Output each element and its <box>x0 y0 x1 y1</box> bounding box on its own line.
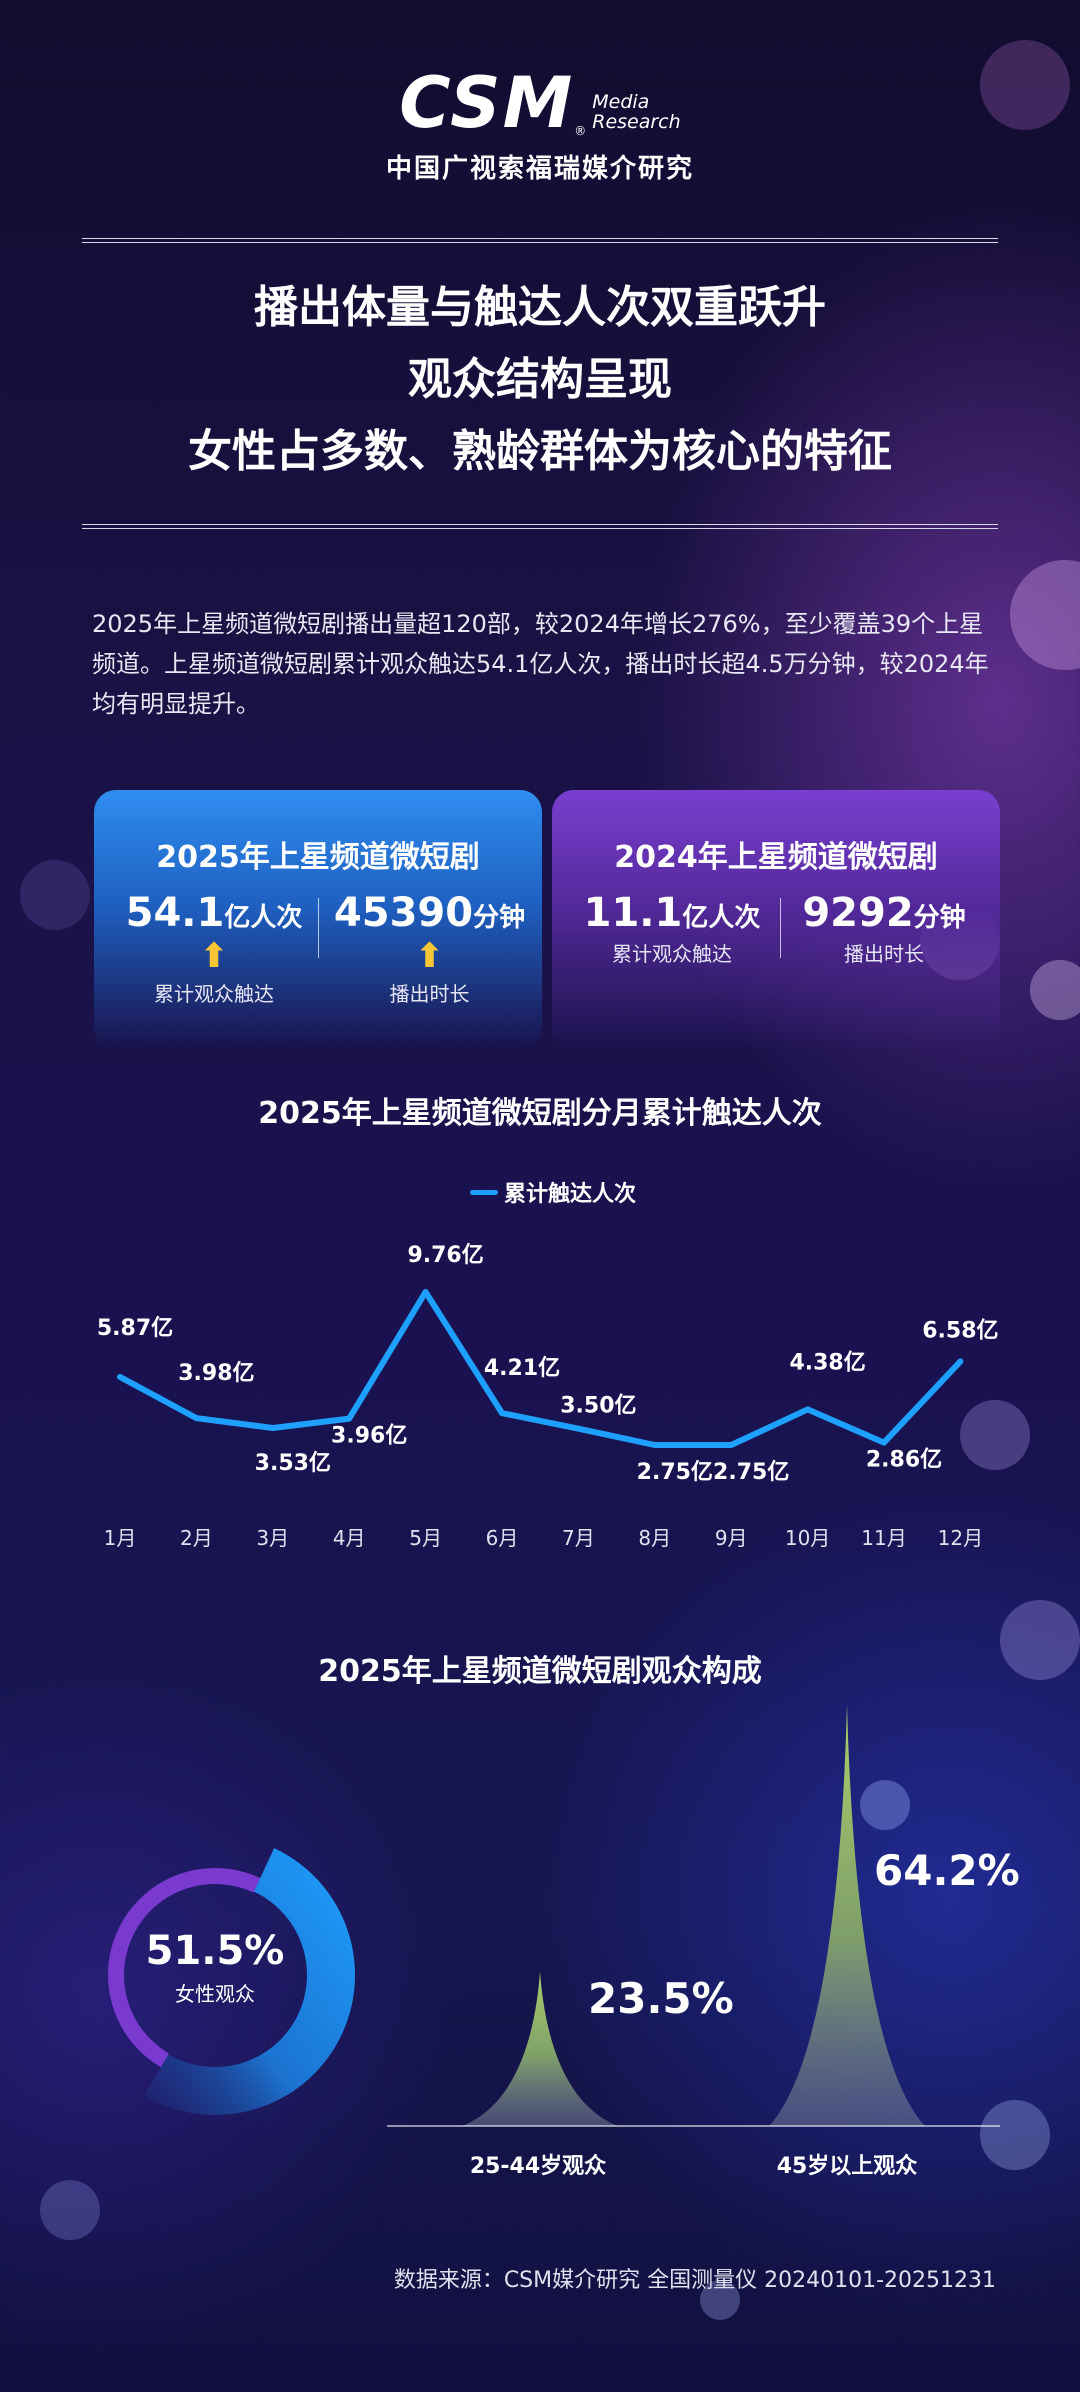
donut-svg <box>108 1848 355 2115</box>
stat-reach-2024: 11.1亿人次 累计观众触达 <box>572 890 772 967</box>
line-chart-legend: 累计触达人次 <box>470 1176 636 1208</box>
stat-value: 11.1 <box>583 890 683 936</box>
monthly-reach-line-chart: 5.87亿 1月 3.98亿 2月 3.53亿 3月 3.96亿 4月 9.76亿 5月 4.21亿… <box>97 1243 999 1550</box>
line-chart-title: 2025年上星频道微短剧分月累计触达人次 <box>258 1096 822 1131</box>
stat-unit: 亿人次 <box>224 903 303 933</box>
legend-swatch <box>470 1189 498 1195</box>
data-point <box>729 1443 734 1447</box>
data-label: 4.38亿 <box>789 1350 865 1375</box>
stat-value: 9292 <box>802 890 914 936</box>
age-peak-shape <box>462 1971 618 2126</box>
stat-label: 累计观众触达 <box>612 942 732 966</box>
x-tick-label: 2月 <box>180 1526 213 1550</box>
data-source: 数据来源：CSM媒介研究 全国测量仪 20240101-20251231 <box>393 2268 996 2293</box>
stat-card-2025: 2025年上星频道微短剧 54.1亿人次⬆ 累计观众触达 45390分钟⬆ 播出… <box>94 790 542 1050</box>
data-point <box>652 1443 657 1447</box>
divider-top <box>82 238 998 243</box>
card-title: 2024年上星频道微短剧 <box>614 840 938 875</box>
age-25-44-label: 25-44岁观众 <box>469 2154 607 2179</box>
x-tick-label: 5月 <box>409 1526 442 1550</box>
donut-segment-female <box>144 1848 355 2115</box>
data-point <box>118 1374 122 1379</box>
data-point <box>958 1359 963 1364</box>
data-label: 2.75亿 <box>713 1460 789 1485</box>
headline: 播出体量与触达人次双重跃升 观众结构呈现 女性占多数、熟龄群体为核心的特征 <box>0 272 1080 488</box>
card-title: 2025年上星频道微短剧 <box>156 840 480 875</box>
x-tick-label: 11月 <box>861 1526 906 1550</box>
stat-value: 54.1 <box>125 890 225 936</box>
stat-unit: 分钟 <box>913 903 966 933</box>
data-label: 2.75亿 <box>637 1460 713 1485</box>
data-label: 4.21亿 <box>484 1356 560 1381</box>
series-line <box>117 1289 964 1448</box>
stat-label: 播出时长 <box>844 942 924 966</box>
data-label: 2.86亿 <box>866 1448 942 1473</box>
age-45-plus-value: 64.2% <box>874 1846 1020 1895</box>
stat-card-2024: 2024年上星频道微短剧 11.1亿人次 累计观众触达 9292分钟 播出时长 <box>552 790 1000 1050</box>
data-label: 3.96亿 <box>331 1424 407 1449</box>
data-point <box>500 1411 504 1416</box>
data-point <box>882 1440 886 1445</box>
bokeh-light <box>20 860 90 930</box>
x-tick-label: 12月 <box>938 1526 983 1550</box>
x-tick-label: 3月 <box>256 1526 289 1550</box>
divider-bottom <box>82 524 998 529</box>
headline-line1: 播出体量与触达人次双重跃升 <box>254 282 826 333</box>
age-25-44-value: 23.5% <box>588 1974 734 2023</box>
data-label: 6.58亿 <box>922 1318 998 1343</box>
x-tick-label: 7月 <box>562 1526 595 1550</box>
logo-subtitle-line1: Media <box>592 91 650 113</box>
stat-value: 45390 <box>333 890 474 936</box>
logo-registered-mark: ® <box>574 124 587 138</box>
gender-donut-chart: 51.5% 女性观众 <box>100 1830 375 2120</box>
age-45-plus-label: 45岁以上观众 <box>776 2154 918 2179</box>
logo-wordmark: CSM <box>399 62 575 144</box>
female-share-value: 51.5% <box>145 1928 285 1974</box>
up-arrow-icon: ⬆ <box>199 936 229 976</box>
headline-line2: 观众结构呈现 <box>408 354 672 405</box>
donut-segment-other <box>108 1868 261 2068</box>
stat-unit: 亿人次 <box>682 903 761 933</box>
x-tick-label: 4月 <box>333 1526 366 1550</box>
data-label: 3.50亿 <box>560 1394 636 1419</box>
legend-label: 累计触达人次 <box>504 1182 637 1207</box>
logo-chinese-name: 中国广视索福瑞媒介研究 <box>385 154 694 184</box>
age-peaks-chart <box>387 1704 1000 2127</box>
stat-reach-2025: 54.1亿人次⬆ 累计观众触达 <box>114 890 314 1007</box>
data-point <box>805 1407 810 1412</box>
stat-label: 累计观众触达 <box>154 982 274 1006</box>
stat-divider <box>318 898 319 958</box>
data-label: 3.98亿 <box>178 1361 254 1386</box>
bokeh-light <box>1010 560 1080 670</box>
data-point <box>194 1416 199 1421</box>
x-tick-label: 6月 <box>486 1526 519 1550</box>
stat-divider <box>780 898 781 958</box>
bokeh-light <box>1030 960 1080 1020</box>
stat-duration-2024: 9292分钟 播出时长 <box>784 890 984 967</box>
female-share-label: 女性观众 <box>175 1982 255 2006</box>
logo-subtitle-line2: Research <box>592 111 681 133</box>
data-point <box>423 1290 428 1294</box>
data-label: 5.87亿 <box>97 1316 173 1341</box>
stat-label: 播出时长 <box>389 982 470 1006</box>
up-arrow-icon: ⬆ <box>415 936 444 976</box>
data-label: 3.53亿 <box>255 1451 331 1476</box>
stat-unit: 分钟 <box>473 903 526 933</box>
data-label: 9.76亿 <box>407 1243 483 1268</box>
headline-line3: 女性占多数、熟龄群体为核心的特征 <box>188 426 892 477</box>
data-point <box>347 1416 352 1421</box>
x-tick-label: 10月 <box>785 1526 830 1550</box>
x-tick-label: 1月 <box>104 1526 137 1550</box>
data-point <box>270 1425 275 1430</box>
csm-logo: CSM ® Media Research 中国广视索福瑞媒介研究 <box>0 68 1080 185</box>
composition-title: 2025年上星频道微短剧观众构成 <box>318 1654 762 1689</box>
bokeh-light <box>40 2180 100 2240</box>
x-tick-label: 9月 <box>715 1526 748 1550</box>
data-point <box>576 1426 581 1431</box>
stat-duration-2025: 45390分钟 ⬆ 播出时长 <box>322 890 537 1007</box>
age-peak-shape <box>769 1704 925 2126</box>
intro-paragraph: 2025年上星频道微短剧播出量超120部，较2024年增长276%，至少覆盖39… <box>92 610 989 718</box>
logo-subtitle: Media Research <box>592 92 680 132</box>
x-tick-label: 8月 <box>638 1526 671 1550</box>
